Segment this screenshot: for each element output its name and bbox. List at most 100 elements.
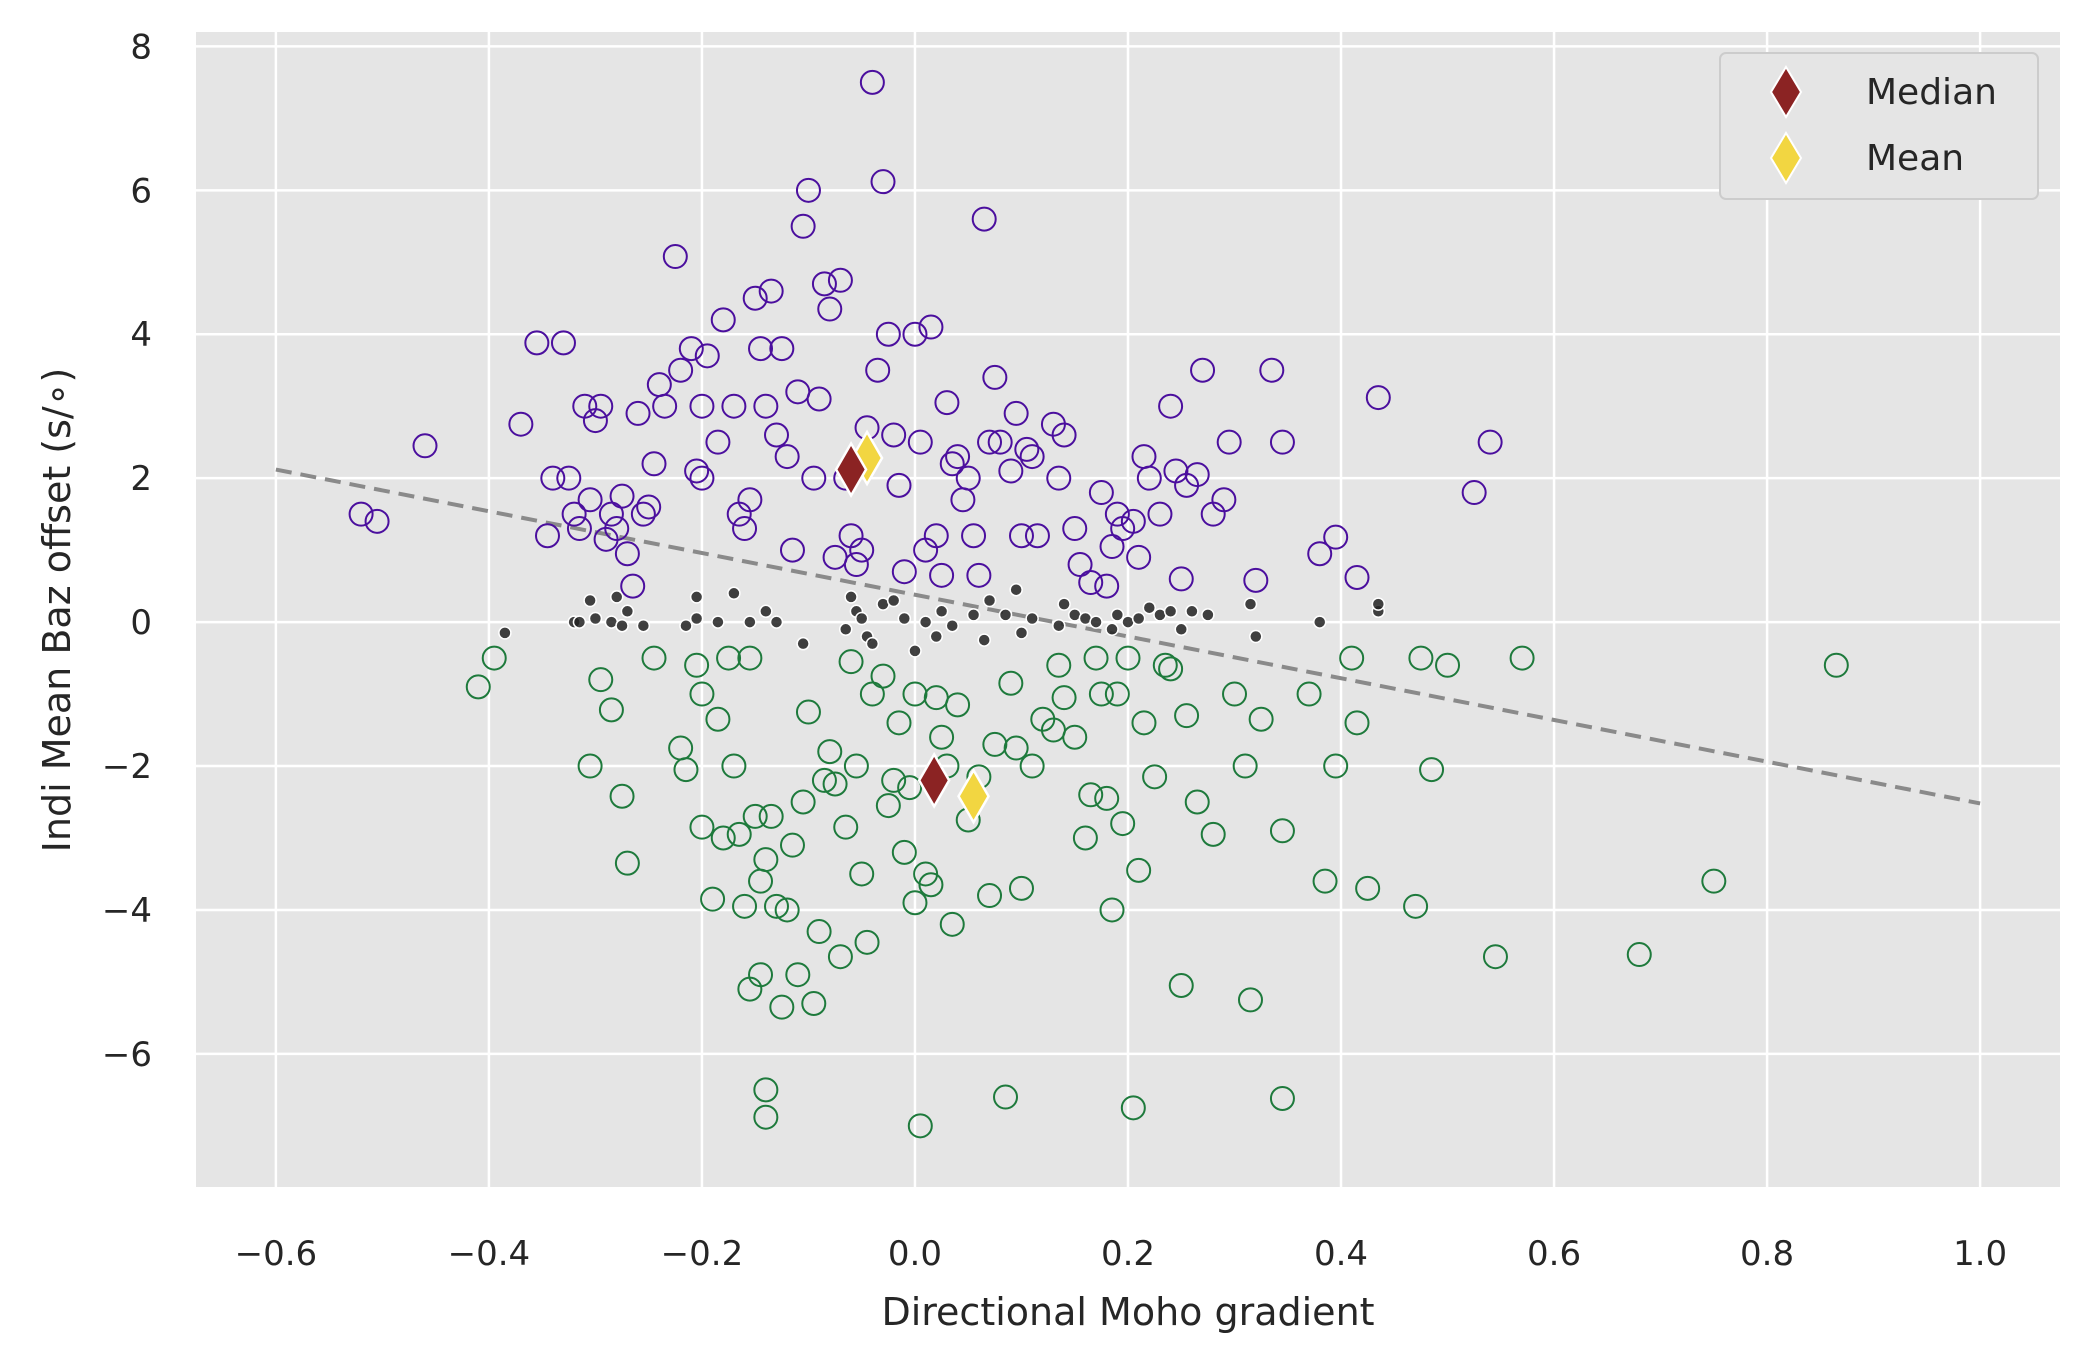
near-zero-point xyxy=(1371,597,1386,611)
negative-point xyxy=(795,699,821,725)
negative-point xyxy=(1174,703,1200,729)
negative-point xyxy=(1509,645,1535,671)
positive-point xyxy=(1216,429,1242,455)
legend: Median Mean xyxy=(1719,52,2039,200)
positive-point xyxy=(1323,524,1349,550)
positive-point xyxy=(902,321,928,347)
negative-point xyxy=(1344,710,1370,736)
near-zero-point xyxy=(689,611,704,626)
positive-point xyxy=(742,285,768,311)
y-tick-label: −2 xyxy=(102,747,152,787)
median-marker xyxy=(917,751,951,809)
near-zero-point xyxy=(982,593,997,608)
legend-median-diamond-icon xyxy=(1769,65,1803,119)
mean-marker xyxy=(957,767,990,825)
negative-point xyxy=(1088,681,1114,707)
negative-point xyxy=(785,962,811,988)
positive-point xyxy=(1184,462,1210,488)
y-tick-label: 8 xyxy=(130,27,152,67)
negative-point xyxy=(1200,821,1226,847)
negative-point xyxy=(577,753,603,779)
near-zero-point xyxy=(1142,600,1157,615)
near-zero-point xyxy=(588,611,603,626)
negative-point xyxy=(929,724,955,750)
negative-point xyxy=(1408,645,1434,671)
y-tick-label: 0 xyxy=(130,603,152,643)
data-points xyxy=(348,69,1849,1139)
y-tick-label: 6 xyxy=(130,171,152,211)
negative-point xyxy=(732,893,758,919)
positive-point xyxy=(801,465,827,491)
positive-point xyxy=(566,516,592,542)
negative-point xyxy=(1248,706,1274,732)
negative-point xyxy=(737,645,763,671)
near-zero-point xyxy=(966,608,981,622)
positive-point xyxy=(881,422,907,448)
positive-point xyxy=(1008,523,1034,549)
positive-point xyxy=(1477,429,1503,455)
positive-point xyxy=(630,501,656,527)
near-zero-point xyxy=(945,618,960,633)
positive-point xyxy=(604,516,630,542)
positive-point xyxy=(753,393,779,419)
negative-point xyxy=(1323,753,1349,779)
positive-point xyxy=(540,465,566,491)
near-zero-point xyxy=(689,590,704,604)
negative-point xyxy=(1482,944,1508,970)
negative-point xyxy=(801,990,827,1016)
positive-point xyxy=(652,393,678,419)
negative-point xyxy=(827,944,853,970)
positive-point xyxy=(977,429,1003,455)
near-zero-point xyxy=(727,586,741,601)
summary-markers xyxy=(834,429,990,825)
positive-point xyxy=(689,393,715,419)
near-zero-point xyxy=(1009,582,1023,597)
negative-point xyxy=(1168,973,1194,999)
positive-point xyxy=(1158,393,1184,419)
trend-line xyxy=(275,467,1981,806)
near-zero-point xyxy=(796,636,810,651)
near-zero-point xyxy=(897,611,912,626)
near-zero-point xyxy=(1174,622,1189,637)
negative-point xyxy=(689,814,715,840)
negative-point xyxy=(1120,1095,1146,1121)
positive-point xyxy=(955,465,981,491)
positive-point xyxy=(705,429,731,455)
positive-point xyxy=(1147,501,1173,527)
y-tick-label: 2 xyxy=(130,459,152,499)
negative-point xyxy=(1094,785,1120,811)
negative-point xyxy=(588,667,614,693)
y-tick-labels: −6 −4 −2 0 2 4 6 8 xyxy=(102,27,152,1074)
positive-point xyxy=(550,330,576,356)
positive-point xyxy=(577,487,603,513)
negative-point xyxy=(481,645,507,671)
positive-point xyxy=(923,523,949,549)
x-tick-label: 0.0 xyxy=(888,1234,942,1274)
negative-point xyxy=(1131,710,1157,736)
positive-point xyxy=(348,501,374,527)
negative-point xyxy=(1823,652,1849,678)
negative-point xyxy=(977,883,1003,909)
negative-point xyxy=(1152,652,1178,678)
positive-point xyxy=(1136,465,1162,491)
positive-point xyxy=(806,386,832,412)
negative-point xyxy=(854,929,880,955)
positive-point xyxy=(1344,564,1370,590)
negative-point xyxy=(945,692,971,718)
positive-point xyxy=(939,451,965,477)
positive-point xyxy=(364,508,390,534)
near-zero-point xyxy=(1201,608,1215,622)
positive-point xyxy=(907,429,933,455)
positive-point xyxy=(1126,544,1152,570)
negative-point xyxy=(891,839,917,865)
positive-point xyxy=(966,562,992,588)
positive-point xyxy=(817,296,843,322)
near-zero-point xyxy=(929,629,944,644)
x-tick-label: 1.0 xyxy=(1953,1234,2007,1274)
negative-point xyxy=(881,767,907,793)
negative-point xyxy=(897,775,923,801)
negative-point xyxy=(1083,645,1109,671)
positive-point xyxy=(737,487,763,513)
x-tick-label: −0.6 xyxy=(235,1234,318,1274)
positive-point xyxy=(588,393,614,419)
